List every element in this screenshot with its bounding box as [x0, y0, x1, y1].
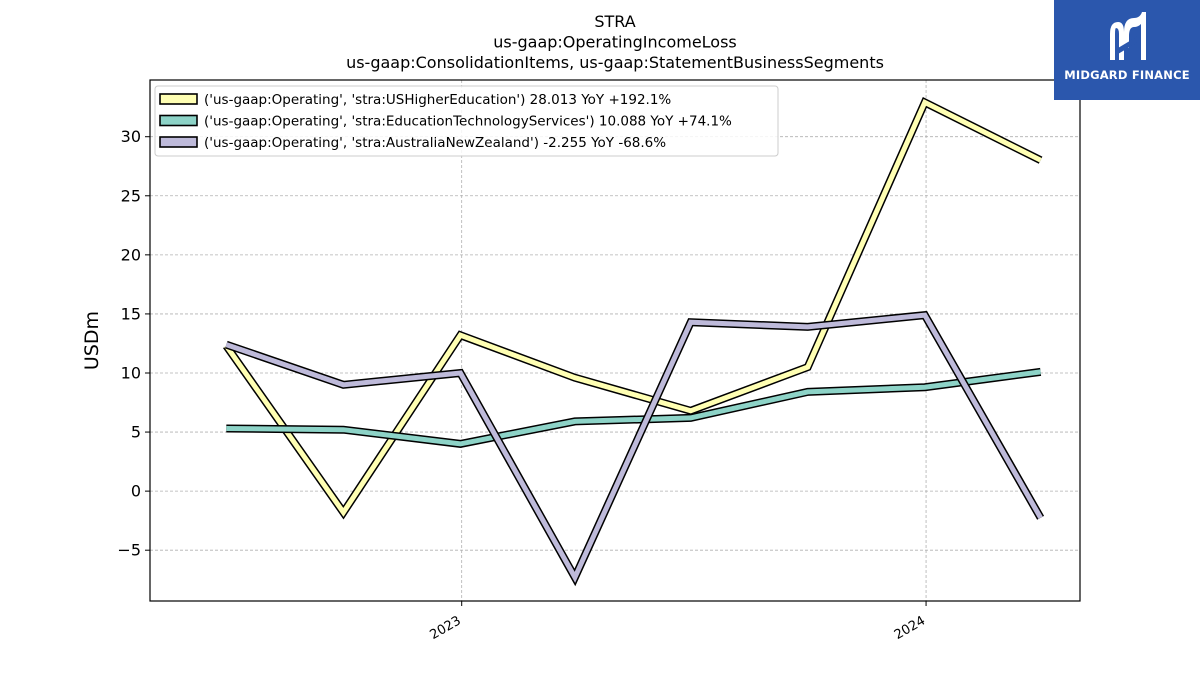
- y-tick-label: 25: [121, 186, 141, 205]
- y-axis: −5 0 5 10 15 20 25 30: [117, 127, 150, 560]
- series-line: [225, 312, 1043, 583]
- legend-entry-label: ('us-gaap:Operating', 'stra:EducationTec…: [204, 114, 732, 130]
- legend-swatch: [159, 114, 198, 127]
- x-tick-label: 2023: [428, 613, 464, 643]
- y-tick-label: −5: [117, 541, 141, 560]
- x-axis: 2023 2024: [428, 601, 928, 643]
- y-tick-label: 10: [121, 363, 141, 382]
- brand-badge: MIDGARD FINANCE: [1054, 0, 1200, 100]
- series-line: [224, 98, 1042, 517]
- y-tick-label: 30: [121, 127, 141, 146]
- brand-name: MIDGARD FINANCE: [1064, 68, 1190, 82]
- legend-entry-label: ('us-gaap:Operating', 'stra:USHigherEduc…: [204, 92, 671, 108]
- y-tick-label: 0: [131, 482, 141, 501]
- y-axis-label: USDm: [81, 311, 103, 370]
- x-tick-label: 2024: [892, 613, 928, 643]
- series-line: [226, 369, 1041, 447]
- midgard-m-logo-icon: [1110, 12, 1146, 60]
- legend-swatch: [159, 136, 198, 148]
- chart-title-line: STRA: [594, 12, 635, 31]
- legend-swatch: [159, 93, 198, 105]
- legend: ('us-gaap:Operating', 'stra:USHigherEduc…: [154, 85, 779, 157]
- y-tick-label: 20: [121, 245, 141, 264]
- chart-title-line: us-gaap:ConsolidationItems, us-gaap:Stat…: [346, 53, 884, 72]
- y-tick-label: 15: [121, 304, 141, 323]
- chart-title-line: us-gaap:OperatingIncomeLoss: [493, 33, 737, 52]
- legend-box: [154, 85, 779, 157]
- plot-frame: [149, 79, 1081, 602]
- y-tick-label: 5: [131, 423, 141, 442]
- legend-entry-label: ('us-gaap:Operating', 'stra:AustraliaNew…: [204, 135, 666, 151]
- chart-title: STRA us-gaap:OperatingIncomeLossus-gaap:C…: [346, 12, 884, 72]
- series-lines: [223, 96, 1045, 587]
